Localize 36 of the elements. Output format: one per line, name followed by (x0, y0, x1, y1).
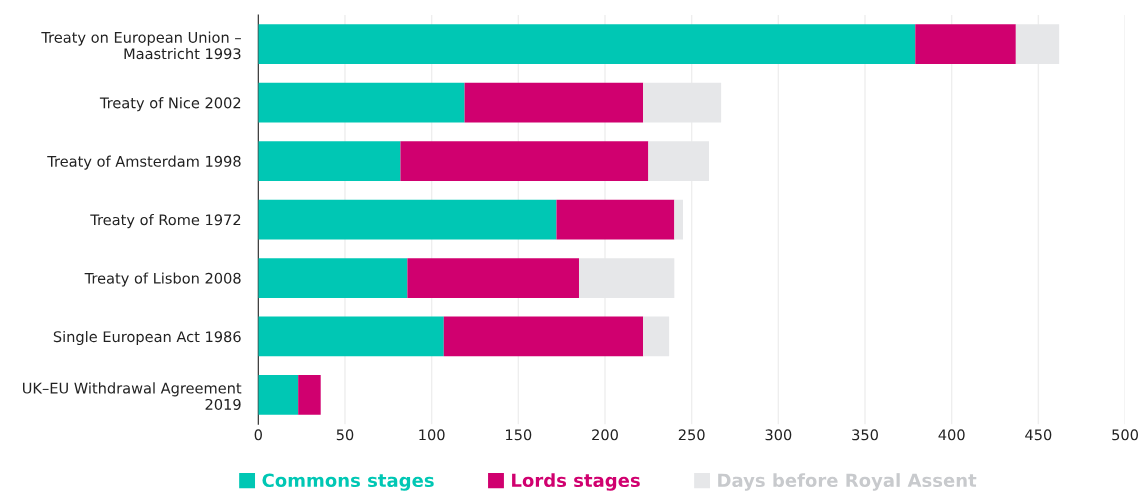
x-tick-label: 100 (419, 429, 445, 441)
x-tick-label: 300 (765, 429, 792, 441)
y-tick-label: Treaty of Nice 2002 (99, 97, 241, 112)
bar (298, 375, 321, 415)
x-tick-label: 50 (336, 429, 354, 441)
x-tick-label: 150 (506, 429, 532, 441)
bar (258, 316, 444, 357)
bar (443, 316, 644, 357)
bar (258, 82, 465, 123)
bar (915, 24, 1016, 65)
bar (674, 199, 683, 240)
bar (258, 141, 401, 181)
x-tick-label: 350 (852, 429, 878, 441)
bar (400, 141, 649, 181)
bar (464, 82, 644, 123)
x-tick-label: 450 (1025, 429, 1052, 441)
bar (258, 258, 408, 298)
y-tick-label: Treaty of Amsterdam 1998 (47, 155, 241, 170)
x-tick-label: 200 (592, 429, 618, 441)
legend-label: Lords stages (512, 473, 640, 491)
x-tick-label: 400 (938, 429, 965, 441)
legend-label: Commons stages (262, 473, 434, 491)
x-tick-label: 0 (254, 429, 262, 441)
x-tick-label: 500 (1112, 429, 1138, 441)
bar (643, 316, 670, 357)
y-tick-label: Treaty of Rome 1972 (90, 214, 241, 229)
bar (407, 258, 579, 298)
y-tick-label: UK–EU Withdrawal Agreement 2019 (23, 382, 242, 410)
bar (258, 24, 916, 65)
y-tick-label: Single European Act 1986 (53, 330, 241, 346)
bar (258, 375, 299, 415)
x-tick-label: 250 (678, 429, 705, 441)
bar (258, 199, 557, 240)
y-tick-label: Treaty of Lisbon 2008 (84, 272, 241, 287)
y-tick-label: Treaty on European Union – Maastricht 1993 (41, 31, 241, 60)
bar (556, 199, 675, 240)
